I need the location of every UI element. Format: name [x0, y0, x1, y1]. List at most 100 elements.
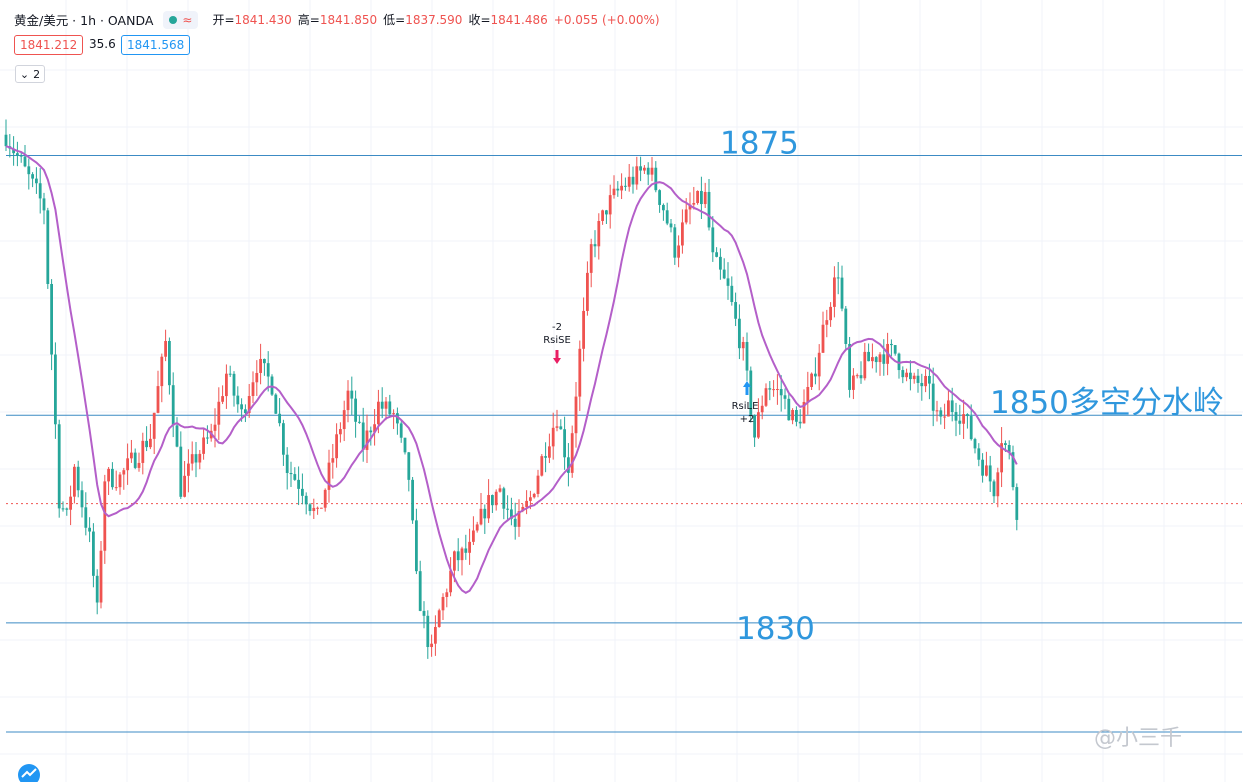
candle-body — [958, 420, 962, 424]
candle-body — [31, 174, 34, 179]
candle-body — [711, 227, 715, 253]
candle-body — [627, 176, 631, 187]
candle-body — [327, 462, 331, 490]
candle-body — [692, 203, 696, 205]
candle-body — [145, 440, 148, 448]
candle-body — [168, 340, 171, 386]
candle-body — [384, 401, 388, 409]
candle-body — [529, 497, 532, 501]
tradingview-logo-icon[interactable] — [16, 762, 42, 782]
candle-body — [46, 210, 50, 284]
signal-qty-label: -2 — [552, 322, 562, 333]
candle-body — [631, 176, 635, 185]
candle-body — [620, 185, 623, 191]
candle-body — [829, 306, 832, 321]
candle-body — [776, 389, 779, 391]
visibility-toggle[interactable]: ≈ — [163, 10, 199, 29]
candle-body — [369, 430, 373, 433]
candle-body — [206, 437, 209, 439]
horizontal-level-lines[interactable] — [6, 155, 1242, 733]
candle-body — [954, 412, 958, 421]
candle-body — [346, 390, 350, 411]
candle-body — [928, 375, 931, 384]
bid-price-button[interactable]: 1841.212 — [14, 35, 84, 55]
candle-body — [703, 191, 707, 205]
candle-body — [825, 320, 829, 325]
candle-body — [61, 508, 65, 510]
candle-body — [479, 508, 483, 525]
candle-body — [304, 495, 308, 505]
collapse-indicators-button[interactable]: ⌄ 2 — [15, 65, 45, 83]
candle-body — [760, 405, 764, 413]
candle-body — [920, 382, 924, 387]
candle-body — [901, 370, 905, 378]
candle-body — [787, 398, 791, 421]
price-annotation-label[interactable]: 1850多空分水岭 — [990, 385, 1224, 421]
candle-body — [768, 388, 772, 390]
candle-body — [171, 385, 175, 426]
candle-body — [582, 310, 585, 349]
candle-body — [688, 204, 692, 210]
candle-body — [92, 531, 95, 576]
candle-body — [380, 401, 384, 409]
candle-body — [259, 358, 262, 373]
symbol-title[interactable]: 黄金/美元 · 1h · OANDA — [14, 13, 154, 28]
candle-body — [498, 488, 502, 492]
candle-body — [388, 401, 392, 415]
candle-body — [244, 409, 247, 414]
candle-body — [164, 340, 167, 357]
candle-body — [331, 458, 335, 463]
moving-average-line — [5, 145, 1018, 594]
candle-body — [422, 610, 426, 616]
price-annotations[interactable]: 1875 1850多空分水岭 1830 — [720, 126, 1224, 647]
indicator-count: 2 — [33, 67, 41, 81]
candle-body — [289, 472, 293, 475]
candle-body — [836, 277, 840, 279]
candle-body — [555, 426, 559, 428]
candle-body — [130, 452, 133, 459]
candle-body — [969, 416, 973, 440]
candle-body — [810, 373, 813, 387]
candle-body — [859, 375, 863, 379]
price-annotation-label[interactable]: 1830 — [736, 611, 815, 647]
candle-body — [878, 354, 882, 363]
candle-body — [814, 373, 817, 377]
candle-body — [4, 134, 8, 147]
candle-body — [973, 439, 977, 449]
candle-body — [741, 341, 745, 349]
candle-body — [449, 570, 452, 593]
candle-body — [354, 398, 357, 422]
chevron-down-icon: ⌄ — [19, 67, 30, 81]
price-annotation-label[interactable]: 1875 — [720, 126, 799, 162]
candle-body — [893, 345, 897, 354]
candle-body — [924, 375, 927, 387]
candle-body — [798, 421, 802, 424]
candle-body — [247, 396, 251, 414]
candle-body — [377, 401, 380, 425]
candle-body — [715, 252, 718, 257]
candle-body — [202, 437, 205, 454]
candle-body — [236, 395, 240, 405]
candle-body — [396, 413, 399, 424]
candle-body — [392, 413, 395, 415]
candle-body — [745, 341, 749, 371]
candle-body — [456, 551, 460, 561]
candle-body — [563, 429, 566, 458]
candle-body — [19, 155, 23, 157]
candle-body — [506, 508, 509, 510]
candle-body — [190, 454, 194, 464]
ask-price-button[interactable]: 1841.568 — [121, 35, 191, 55]
candle-body — [749, 370, 753, 416]
candle-body — [844, 308, 848, 344]
candle-body — [323, 489, 327, 508]
spread-value: 35.6 — [89, 37, 116, 51]
candle-body — [118, 474, 122, 488]
candle-body — [491, 495, 494, 506]
candle-body — [734, 302, 737, 319]
candle-body — [608, 195, 612, 215]
candle-body — [730, 285, 734, 303]
candle-body — [722, 269, 726, 279]
candle-body — [669, 223, 673, 228]
